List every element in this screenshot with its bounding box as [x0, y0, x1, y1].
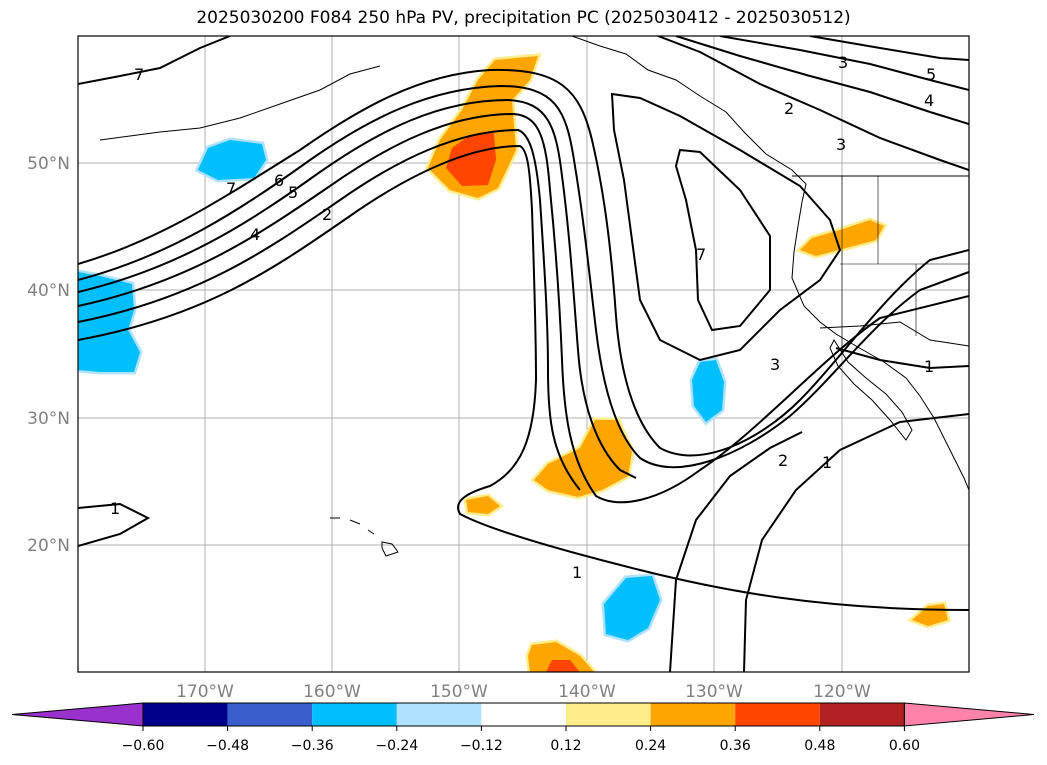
precip-shading — [78, 53, 952, 672]
lon-label: 150°W — [430, 682, 488, 702]
contour-label: 1 — [924, 357, 934, 376]
colorbar-tick-label: −0.24 — [375, 738, 418, 754]
precip-blob-subtrop — [530, 417, 635, 500]
colorbar-extend-high — [903, 702, 1035, 727]
contour-label: 1 — [110, 499, 120, 518]
contour-jet-3 — [78, 98, 637, 479]
plot-frame — [77, 35, 970, 673]
contour-label: 7 — [696, 245, 706, 264]
contour-ne-3 — [719, 36, 969, 91]
precip-blob-mexico — [907, 601, 952, 629]
colorbar-frame — [142, 702, 905, 727]
contour-jet-2 — [78, 84, 969, 469]
colorbar-segment — [143, 703, 228, 726]
colorbar-tick-label: 0.60 — [889, 738, 920, 754]
colorbar-tick-label: −0.48 — [206, 738, 249, 754]
contour-label: 7 — [226, 179, 236, 198]
contour-jet-6 — [78, 144, 969, 611]
colorbar-tick-label: −0.60 — [122, 738, 165, 754]
colorbar-extend-low — [11, 702, 144, 727]
hawaii — [330, 517, 399, 557]
coastlines — [99, 36, 969, 557]
gridlines — [78, 36, 969, 672]
neg-blob-west — [78, 269, 143, 375]
coast-north-america — [571, 36, 969, 491]
contour-label: 6 — [274, 171, 284, 190]
colorbar-segment — [650, 703, 736, 726]
contour-label: 2 — [784, 99, 794, 118]
contour-label: 4 — [250, 225, 260, 244]
lon-label: 160°W — [303, 682, 361, 702]
pv-contours — [78, 36, 969, 672]
contour-1-east — [835, 347, 969, 370]
colorbar-tick-label: 0.12 — [550, 738, 581, 754]
contour-1-west — [78, 502, 151, 547]
precip-core-bottom — [546, 660, 580, 672]
coast-aleutians — [99, 65, 381, 141]
contour-ne-1 — [657, 36, 969, 171]
lat-label: 40°N — [27, 281, 70, 301]
colorbar-segment — [481, 703, 566, 726]
colorbar-tick-label: 0.36 — [720, 738, 751, 754]
contour-2-sw — [669, 431, 803, 672]
precip-blob-small — [463, 493, 505, 517]
colorbar-tick-label: −0.36 — [291, 738, 334, 754]
contour-label: 5 — [288, 183, 298, 202]
colorbar-segment — [396, 703, 482, 726]
lon-labels: 170°W 160°W 150°W 140°W 130°W 120°W — [176, 682, 871, 702]
contour-jet-5 — [78, 128, 581, 491]
lon-label: 130°W — [685, 682, 743, 702]
precip-blob-bottom — [525, 639, 598, 672]
contour-ne-2 — [675, 36, 969, 125]
colorbar-segment — [819, 703, 905, 726]
lat-label: 30°N — [27, 409, 70, 429]
contour-label: 3 — [836, 135, 846, 154]
precip-core-gulf — [446, 133, 496, 186]
contour-label: 2 — [322, 205, 332, 224]
lon-label: 140°W — [558, 682, 616, 702]
colorbar: −0.60 −0.48 −0.36 −0.24 −0.12 0.12 0.24 0.36 0.4… — [11, 702, 1035, 754]
lat-label: 50°N — [27, 154, 70, 174]
chart-title: 2025030200 F084 250 hPa PV, precipitatio… — [196, 8, 851, 28]
contour-label: 1 — [822, 453, 832, 472]
lon-label: 120°W — [813, 682, 871, 702]
contour-jet-4 — [78, 112, 969, 504]
contour-label: 3 — [838, 53, 848, 72]
state-lines — [840, 176, 969, 348]
contour-jet-1 — [78, 68, 969, 457]
neg-blob-south — [601, 573, 663, 643]
contour-1-sw — [743, 413, 969, 672]
contour-ridge-outer — [610, 92, 842, 362]
contour-label: 7 — [134, 65, 144, 84]
neg-blob-west-top — [194, 137, 269, 183]
colorbar-tick-label: −0.12 — [460, 738, 503, 754]
lat-labels: 50°N 40°N 30°N 20°N — [27, 154, 70, 556]
colorbar-segment — [566, 703, 651, 726]
lon-label: 170°W — [176, 682, 234, 702]
contour-label: 2 — [778, 451, 788, 470]
colorbar-tick-label: 0.24 — [635, 738, 666, 754]
colorbar-segment — [312, 703, 397, 726]
contour-label: 4 — [924, 91, 934, 110]
neg-blob-mid — [689, 357, 727, 426]
contour-ridge-inner — [674, 148, 771, 332]
contour-7-north — [78, 36, 231, 85]
lat-label: 20°N — [27, 536, 70, 556]
contour-label: 3 — [770, 355, 780, 374]
contour-label: 5 — [926, 65, 936, 84]
colorbar-segment — [227, 703, 313, 726]
mexico-border — [819, 321, 969, 347]
colorbar-tick-label: 0.48 — [804, 738, 835, 754]
coast-baja — [829, 338, 913, 441]
colorbar-segment — [735, 703, 820, 726]
contour-labels: 7 7 6 5 4 2 3 5 4 2 3 7 3 1 1 2 1 1 — [110, 53, 936, 582]
contour-label: 1 — [572, 563, 582, 582]
contour-ne-4 — [809, 36, 969, 61]
